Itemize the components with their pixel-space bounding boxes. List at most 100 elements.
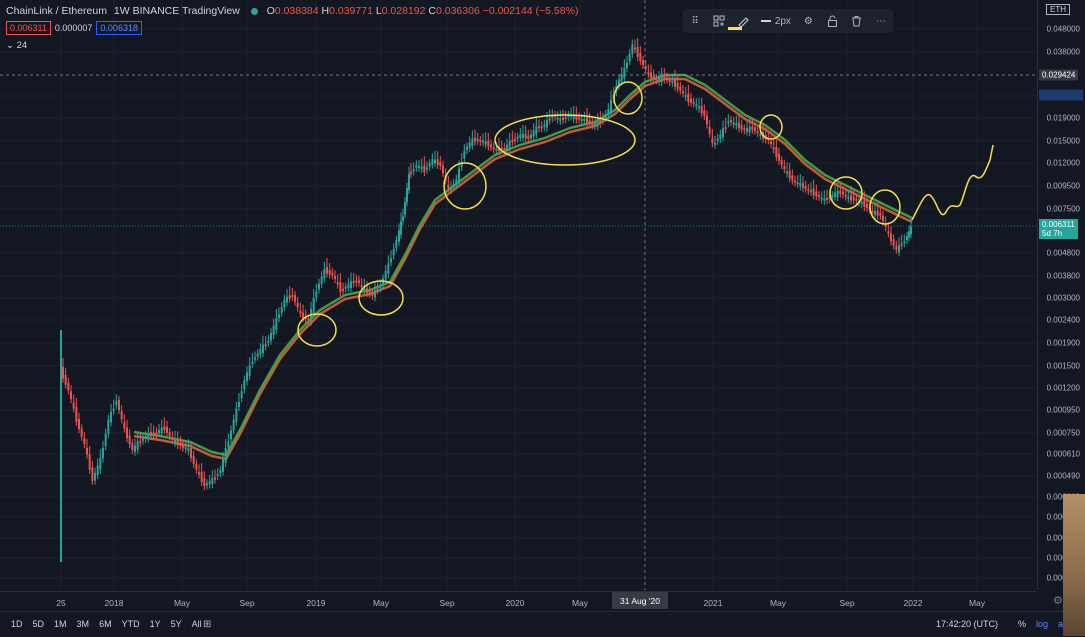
- price-tick-label: 0.012000: [1046, 158, 1080, 168]
- price-tick-label: 0.038000: [1046, 47, 1080, 57]
- candle-body: [554, 115, 556, 117]
- candle-body: [131, 443, 134, 450]
- candle-body: [294, 295, 296, 302]
- candle-body: [91, 467, 94, 481]
- candle-body: [206, 483, 208, 486]
- candle-body: [650, 72, 652, 79]
- utc-clock[interactable]: 17:42:20 (UTC): [936, 619, 999, 629]
- candle-body: [160, 427, 163, 434]
- candle-body: [842, 191, 844, 195]
- candle-body: [136, 441, 139, 450]
- user-drawings[interactable]: [297, 81, 994, 347]
- candle-body: [732, 122, 735, 125]
- candle-body: [596, 121, 599, 127]
- candle-body: [516, 136, 519, 139]
- candle-body: [246, 372, 248, 382]
- settings-icon[interactable]: ⚙: [803, 15, 813, 27]
- template-icon[interactable]: [707, 9, 731, 33]
- candle-body: [238, 402, 240, 407]
- time-tick-label: May: [968, 598, 986, 608]
- more-icon[interactable]: ⋯: [875, 15, 886, 27]
- candle-body: [387, 263, 390, 275]
- candle-body: [110, 411, 112, 423]
- candle-body: [634, 47, 636, 50]
- candle-body: [203, 478, 206, 487]
- candle-body: [863, 200, 866, 207]
- circle-annotation: [829, 176, 863, 210]
- price-tick-label: 0.007500: [1046, 204, 1080, 214]
- candle-body: [730, 120, 732, 122]
- symbol-name[interactable]: ChainLink / Ethereum: [6, 5, 107, 17]
- candle-body: [828, 197, 831, 200]
- currency-badge[interactable]: ETH: [1046, 4, 1070, 15]
- candle-body: [86, 448, 88, 455]
- range-button-all[interactable]: All: [191, 619, 202, 629]
- candle-body: [447, 184, 450, 188]
- sell-button[interactable]: 0.006311: [6, 21, 51, 35]
- price-chart[interactable]: [0, 0, 1037, 590]
- calendar-icon[interactable]: ⊞: [203, 619, 212, 630]
- candle-body: [834, 192, 836, 197]
- range-button-5y[interactable]: 5Y: [170, 619, 182, 629]
- pencil-icon[interactable]: [731, 9, 755, 33]
- lock-icon[interactable]: [820, 9, 844, 33]
- candle-body: [684, 95, 687, 98]
- candle-body: [756, 130, 759, 133]
- candle-body: [107, 419, 110, 434]
- candle-body: [410, 172, 412, 174]
- candle-body: [722, 128, 724, 138]
- candle-body: [524, 133, 527, 139]
- candle-body: [583, 118, 586, 122]
- candle-body: [484, 141, 487, 145]
- price-tick-label: 0.000950: [1046, 405, 1080, 415]
- candle-body: [698, 106, 700, 109]
- candle-body: [360, 285, 363, 288]
- range-button-1d[interactable]: 1D: [11, 619, 23, 629]
- candle-body: [503, 148, 506, 151]
- projection-curve: [911, 144, 994, 221]
- range-button-ytd[interactable]: YTD: [121, 619, 140, 629]
- candle-body: [900, 243, 903, 246]
- candle-body: [655, 78, 658, 81]
- log-toggle[interactable]: log: [1036, 619, 1049, 629]
- candle-body: [727, 121, 730, 124]
- range-button-1y[interactable]: 1Y: [149, 619, 161, 629]
- candle-body: [406, 187, 408, 203]
- candle-body: [831, 195, 834, 197]
- time-tick-label: 2018: [104, 598, 124, 608]
- candle-body: [479, 140, 482, 142]
- percent-toggle[interactable]: %: [1018, 619, 1027, 629]
- candle-body: [374, 290, 376, 298]
- candle-body: [240, 391, 243, 399]
- candle-body: [278, 314, 280, 319]
- range-button-5d[interactable]: 5D: [32, 619, 45, 629]
- range-button-3m[interactable]: 3M: [76, 619, 90, 629]
- interval-label[interactable]: 1W: [113, 5, 130, 17]
- buy-button[interactable]: 0.006318: [96, 21, 142, 35]
- candle-body: [908, 231, 910, 238]
- indicators-toggle[interactable]: ⌄ 24: [6, 40, 27, 51]
- candle-body: [398, 230, 400, 242]
- candle-body: [610, 99, 612, 113]
- drag-handle-icon[interactable]: ⠿: [691, 15, 699, 27]
- candle-body: [379, 286, 382, 289]
- candle-body: [772, 147, 775, 150]
- candle-body: [490, 144, 492, 148]
- candle-body: [96, 465, 99, 476]
- candle-body: [532, 130, 535, 137]
- range-button-1m[interactable]: 1M: [54, 619, 67, 629]
- high-label: H: [321, 5, 330, 17]
- time-axis[interactable]: 25 2018 May Sep 2019 May Sep 2020 May 2021 May Sep 2…: [0, 591, 1037, 612]
- trash-icon[interactable]: [845, 9, 869, 33]
- candle-body: [62, 367, 64, 379]
- candle-body: [706, 115, 708, 125]
- candle-body: [395, 240, 398, 249]
- candle-body: [775, 147, 778, 157]
- range-button-6m[interactable]: 6M: [99, 619, 112, 629]
- candle-body: [423, 165, 426, 172]
- line-width-button[interactable]: 2px: [756, 9, 797, 33]
- candle-body: [230, 430, 232, 440]
- candle-body: [270, 332, 272, 341]
- candle-body: [118, 400, 120, 410]
- chart-settings-icon[interactable]: ⚙: [1053, 595, 1063, 607]
